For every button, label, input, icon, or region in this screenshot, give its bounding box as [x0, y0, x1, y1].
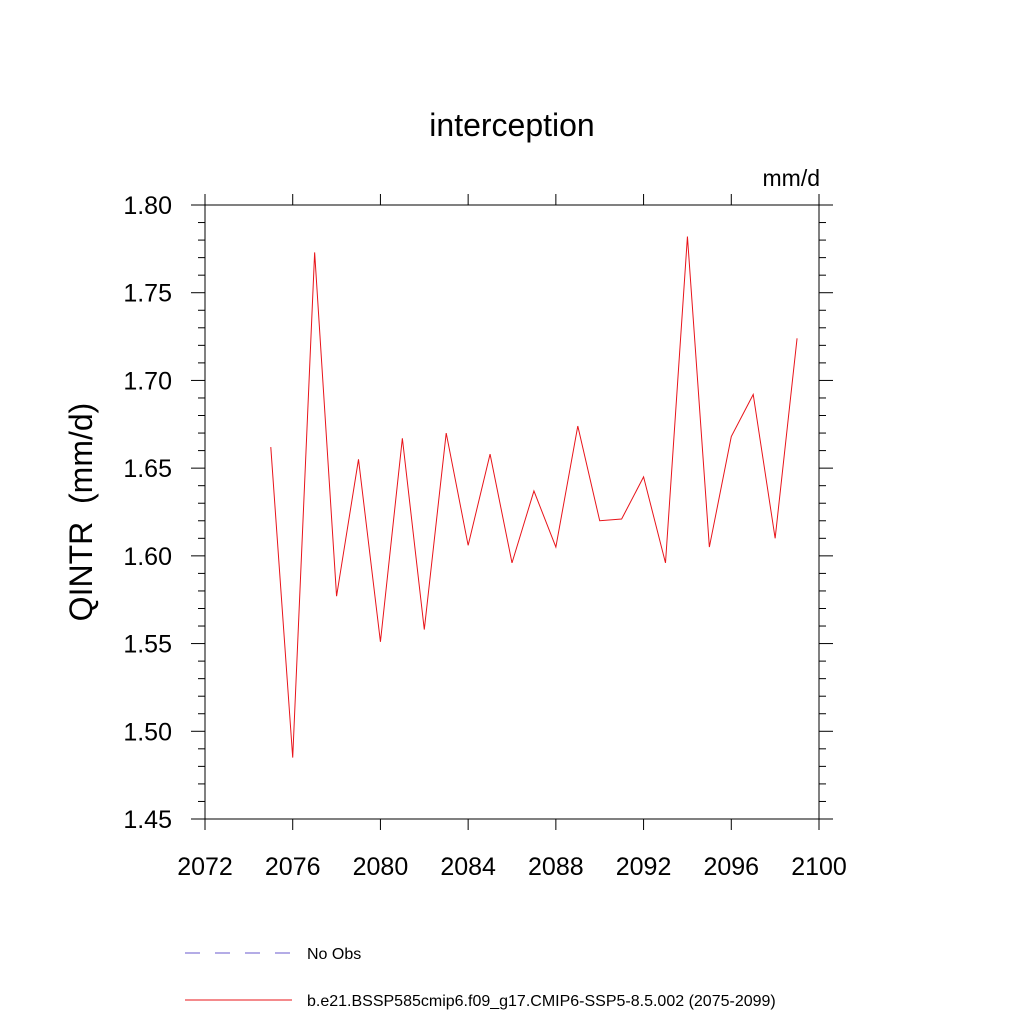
y-tick-label: 1.45 [123, 806, 172, 834]
x-tick-label: 2076 [265, 853, 321, 881]
y-tick-label: 1.50 [123, 718, 172, 746]
x-tick-label: 2080 [353, 853, 409, 881]
y-tick-label: 1.65 [123, 455, 172, 483]
legend-label-no-obs: No Obs [307, 946, 361, 963]
axis-tick-labels: 2072 2076 2080 2084 2088 2092 2096 2100 1.45 1.50… [123, 192, 846, 881]
x-tick-label: 2084 [440, 853, 496, 881]
series-line [270, 236, 798, 758]
legend: No Obs b.e21.BSSP585cmip6.f09_g17.CMIP6-… [185, 946, 776, 1010]
y-tick-label: 1.75 [123, 280, 172, 308]
y-axis-label: QINTR (mm/d) [63, 403, 99, 622]
series-layer [270, 236, 798, 758]
x-tick-label: 2096 [703, 853, 759, 881]
x-tick-label: 2092 [616, 853, 672, 881]
y-tick-label: 1.60 [123, 543, 172, 571]
y-tick-label: 1.55 [123, 631, 172, 659]
plot-frame [204, 204, 820, 820]
legend-label-series: b.e21.BSSP585cmip6.f09_g17.CMIP6-SSP5-8.… [307, 993, 776, 1010]
x-tick-label: 2100 [791, 853, 847, 881]
y-tick-label: 1.80 [123, 192, 172, 220]
axis-ticks [191, 194, 833, 830]
units-label: mm/d [763, 165, 821, 191]
chart-title: interception [429, 107, 594, 143]
x-tick-label: 2088 [528, 853, 584, 881]
y-tick-label: 1.70 [123, 367, 172, 395]
x-tick-label: 2072 [177, 853, 233, 881]
